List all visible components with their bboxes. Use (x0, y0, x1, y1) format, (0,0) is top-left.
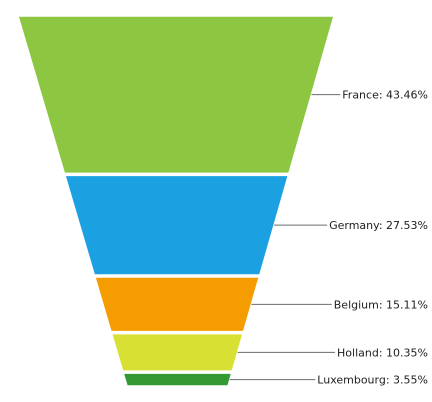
label-leaders (229, 94, 341, 381)
data-label-france: France: 43.46% (342, 89, 428, 102)
data-labels: France: 43.46% Germany: 27.53% Belgium: 15… (317, 89, 428, 387)
funnel-segment-germany (63, 174, 290, 276)
funnel-segment-belgium (93, 276, 261, 333)
data-label-holland: Holland: 10.35% (337, 346, 428, 359)
data-label-luxembourg: Luxembourg: 3.55% (317, 374, 428, 387)
data-label-germany: Germany: 27.53% (329, 219, 428, 232)
funnel-segment-luxembourg (122, 372, 233, 387)
funnel-segments (16, 15, 335, 387)
funnel-segment-france (16, 15, 335, 175)
data-label-belgium: Belgium: 15.11% (334, 298, 428, 311)
funnel-segment-holland (110, 332, 244, 372)
